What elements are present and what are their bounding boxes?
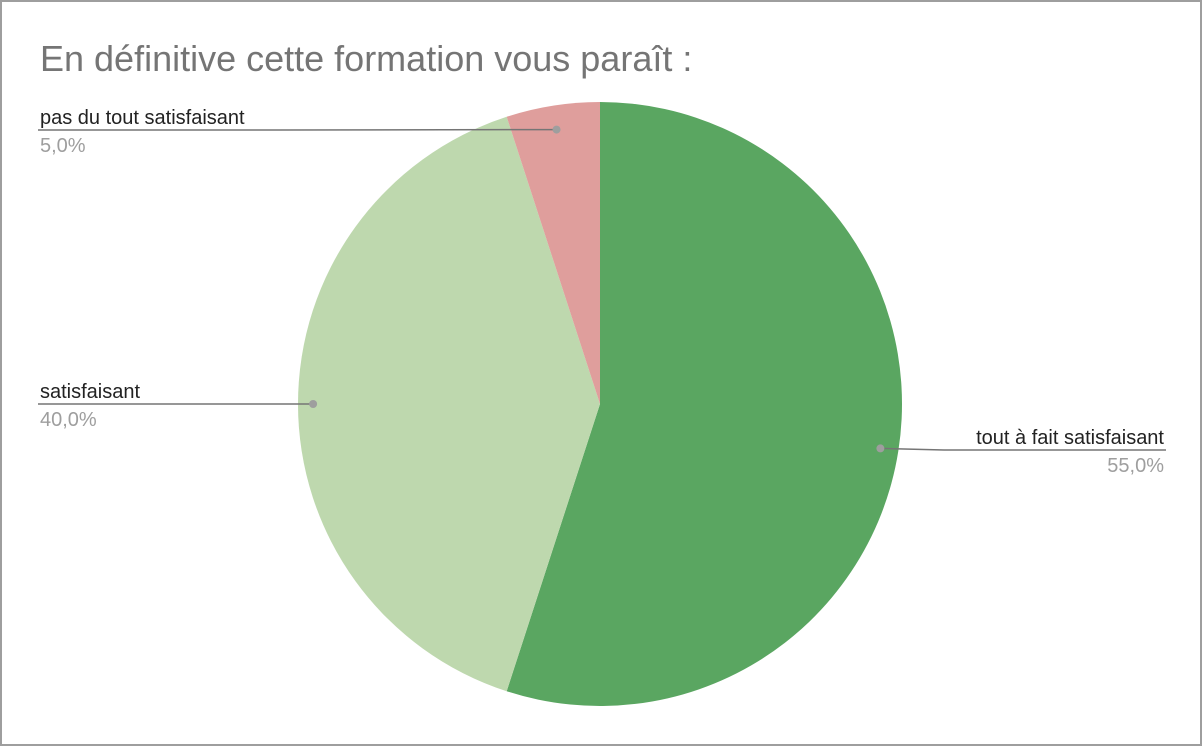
slice-value-label: 5,0%	[40, 135, 86, 157]
pie-slice-satisfaisant	[298, 116, 600, 692]
slice-label: pas du tout satisfaisant	[40, 107, 245, 129]
callout-pas-du-tout-satisfaisant: pas du tout satisfaisant 5,0%	[38, 107, 561, 157]
callout-dot	[552, 125, 561, 134]
callout-dot	[309, 400, 318, 408]
slice-value-label: 55,0%	[1107, 455, 1164, 477]
pie-slice-tout-a-fait-satisfaisant	[506, 102, 903, 706]
chart-title: En définitive cette formation vous paraî…	[40, 38, 693, 79]
slice-value-label: 40,0%	[40, 409, 97, 431]
callout-dot	[876, 444, 885, 453]
callout-tout-a-fait-satisfaisant: tout à fait satisfaisant 55,0%	[876, 427, 1166, 477]
callout-satisfaisant: satisfaisant 40,0%	[38, 381, 318, 431]
callout-line	[880, 447, 1166, 451]
slice-label: satisfaisant	[40, 381, 140, 403]
slice-label: tout à fait satisfaisant	[976, 427, 1164, 449]
pie-slice-pas-du-tout-satisfaisant	[506, 102, 600, 404]
